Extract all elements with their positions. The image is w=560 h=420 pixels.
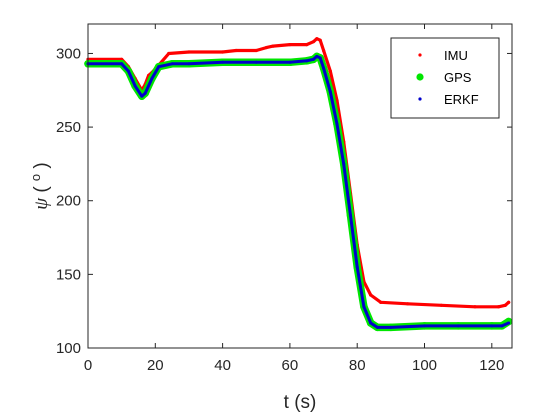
x-tick-label: 20 <box>147 357 164 374</box>
erkf-point <box>423 324 427 328</box>
erkf-point <box>369 321 373 325</box>
erkf-point <box>311 57 315 61</box>
legend-label-erkf: ERKF <box>444 92 479 107</box>
y-axis-symbol: ψ <box>31 197 52 210</box>
erkf-point <box>490 324 494 328</box>
y-axis-title: ψ ( o ) <box>24 162 52 210</box>
erkf-point <box>157 65 161 69</box>
legend-label-imu: IMU <box>444 48 468 63</box>
imu-point <box>311 40 316 44</box>
y-tick-label: 100 <box>56 340 81 357</box>
erkf-point <box>150 76 154 80</box>
erkf-point <box>305 59 309 63</box>
x-tick-label: 100 <box>412 357 437 374</box>
erkf-point <box>133 84 137 88</box>
legend-label-gps: GPS <box>444 70 472 85</box>
legend-marker-erkf <box>418 97 422 101</box>
legend: IMU GPS ERKF <box>390 37 500 119</box>
erkf-point <box>335 122 339 126</box>
imu-point <box>507 300 511 304</box>
y-tick-label: 250 <box>56 119 81 136</box>
y-axis-close-paren: ) <box>31 162 52 168</box>
erkf-point <box>126 69 130 73</box>
axis-ticks: 0 20 40 60 80 100 120 100 150 200 250 300 <box>56 24 512 374</box>
erkf-point <box>389 325 393 329</box>
x-tick-label: 80 <box>349 357 366 374</box>
x-tick-label: 60 <box>282 357 299 374</box>
erkf-point <box>140 94 144 98</box>
imu-point <box>328 69 332 73</box>
erkf-point <box>507 321 511 325</box>
imu-point <box>335 98 339 103</box>
erkf-point <box>500 324 504 328</box>
imu-point <box>439 303 443 307</box>
y-tick-label: 300 <box>56 45 81 62</box>
erkf-point <box>143 91 147 95</box>
imu-point <box>305 43 309 47</box>
erkf-point <box>456 324 460 328</box>
y-axis-open-paren: ( <box>31 186 52 193</box>
x-tick-label: 0 <box>84 357 92 374</box>
erkf-trace <box>86 54 511 329</box>
imu-point <box>271 44 275 48</box>
y-axis-unit: o <box>28 174 43 181</box>
erkf-point <box>342 162 346 166</box>
erkf-point <box>170 62 174 66</box>
imu-point <box>254 48 258 53</box>
imu-point <box>187 50 191 54</box>
legend-marker-imu <box>418 53 422 57</box>
erkf-point <box>187 62 191 66</box>
y-tick-label: 200 <box>56 193 81 210</box>
imu-point <box>288 43 292 47</box>
imu-point <box>221 50 225 54</box>
x-tick-label: 40 <box>214 357 231 374</box>
data-marks <box>84 37 513 332</box>
imu-point <box>496 305 501 309</box>
series-erkf <box>86 54 511 329</box>
erkf-point <box>355 265 359 269</box>
erkf-point <box>375 325 379 329</box>
erkf-point <box>322 66 326 70</box>
erkf-point <box>315 54 319 58</box>
imu-point <box>167 51 171 56</box>
erkf-point <box>348 213 352 217</box>
erkf-point <box>120 62 124 66</box>
erkf-point <box>328 90 332 94</box>
plot-frame <box>87 23 513 349</box>
imu-point <box>234 48 238 53</box>
imu-point <box>321 48 326 53</box>
legend-box <box>390 37 500 119</box>
x-axis-title: t (s) <box>284 392 317 413</box>
imu-point <box>379 300 383 304</box>
erkf-point <box>221 60 225 64</box>
y-tick-label: 150 <box>56 266 81 283</box>
imu-point <box>369 293 373 297</box>
erkf-point <box>254 60 258 64</box>
erkf-point <box>288 60 292 64</box>
imu-point <box>503 303 507 307</box>
imu-point <box>406 302 410 306</box>
x-tick-label: 120 <box>479 357 504 374</box>
imu-point <box>473 305 477 309</box>
imu-point <box>264 45 268 50</box>
imu-point <box>318 38 322 42</box>
imu-point <box>315 37 319 41</box>
legend-marker-gps <box>416 73 424 81</box>
erkf-point <box>362 305 366 309</box>
erkf-point <box>318 56 322 60</box>
